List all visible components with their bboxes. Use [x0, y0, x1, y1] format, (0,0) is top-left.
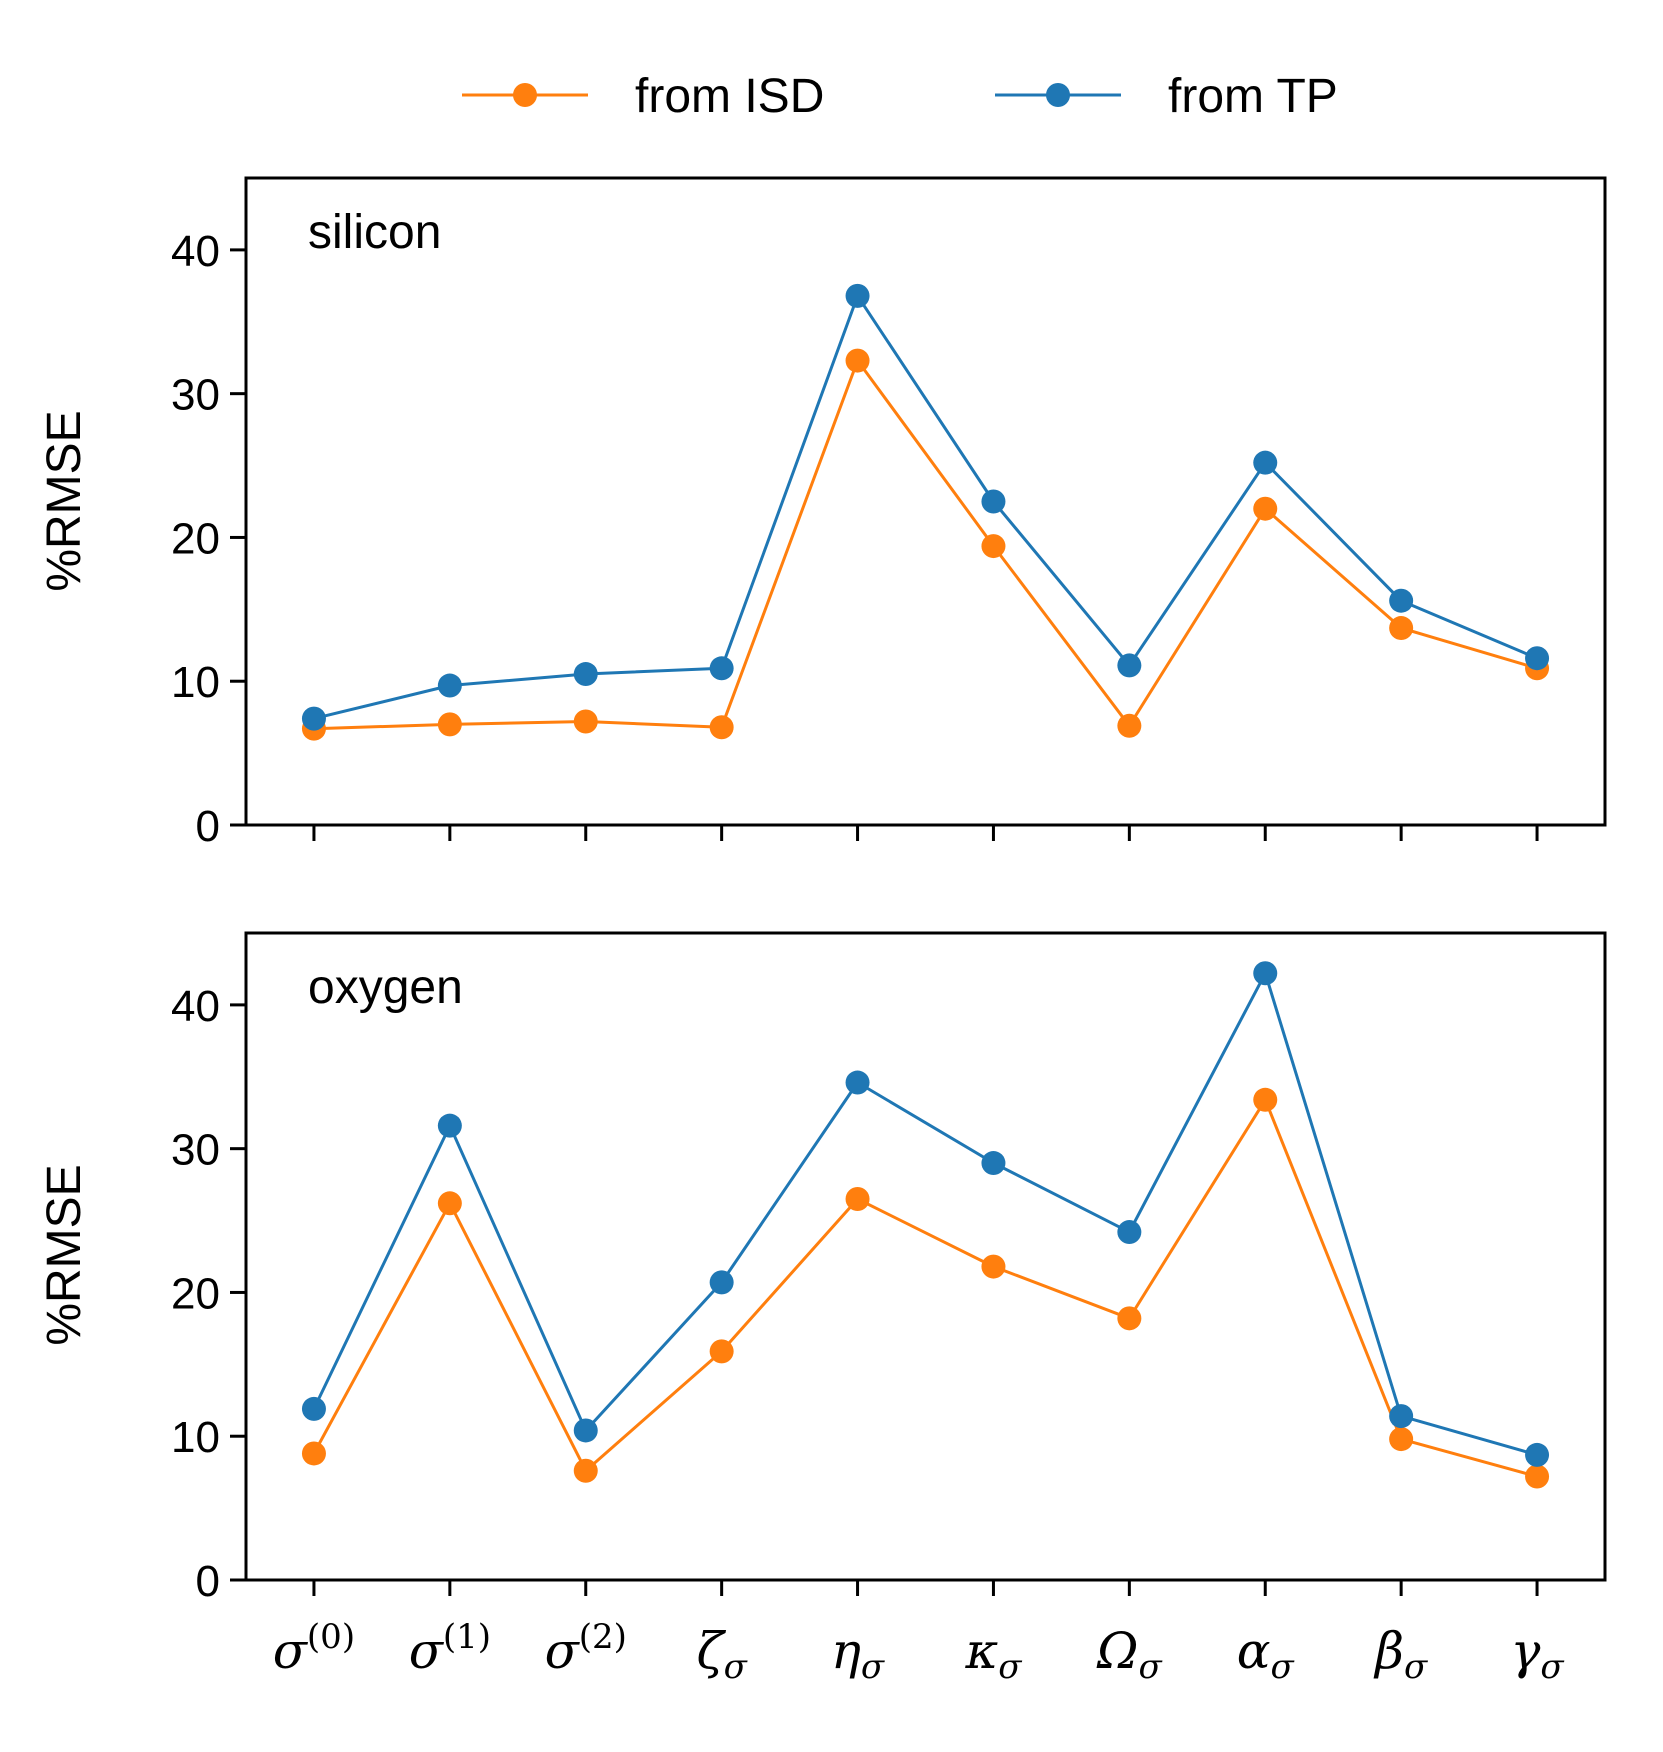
y-tick-label: 40: [171, 982, 220, 1031]
data-point-tp: [1389, 588, 1414, 613]
data-point-tp: [845, 1070, 870, 1095]
legend-marker-isd: [513, 83, 537, 107]
x-tick-label: ησ: [831, 1622, 885, 1687]
data-point-tp: [573, 662, 598, 687]
y-tick-label: 0: [196, 1557, 220, 1606]
x-tick-label: Ωσ: [1096, 1622, 1162, 1687]
data-point-isd: [1389, 616, 1414, 641]
y-tick-label: 30: [171, 1126, 220, 1175]
data-point-tp: [1525, 646, 1550, 671]
y-tick-label: 0: [196, 802, 220, 851]
data-point-tp: [709, 656, 734, 681]
data-point-tp: [301, 1396, 326, 1421]
x-tick-label: γσ: [1510, 1622, 1564, 1687]
data-point-tp: [1117, 1220, 1142, 1245]
plot-frame: [244, 176, 1607, 827]
legend-label-tp: from TP: [1168, 70, 1338, 123]
data-point-tp: [301, 706, 326, 731]
data-point-tp: [709, 1270, 734, 1295]
data-point-tp: [981, 1151, 1006, 1176]
data-point-isd: [1253, 496, 1278, 521]
oxygen-panel: oxygen %RMSE 0 10 20 30 40 σ(0) σ(1) σ(2) ζσ ησ κσ…: [38, 931, 1607, 1687]
y-tick-label: 20: [171, 514, 220, 563]
x-tick-label: ασ: [1237, 1622, 1295, 1687]
data-point-isd: [1117, 713, 1142, 738]
data-point-isd: [981, 1254, 1006, 1279]
data-point-tp: [437, 673, 462, 698]
silicon-panel: silicon %RMSE 0 10 20 30 40: [38, 176, 1607, 851]
y-tick-label: 10: [171, 658, 220, 707]
data-point-tp: [981, 489, 1006, 514]
data-point-isd: [1117, 1306, 1142, 1331]
legend-label-isd: from ISD: [635, 70, 824, 123]
data-point-tp: [1253, 450, 1278, 475]
series-line-isd: [312, 1098, 1538, 1478]
data-point-isd: [1253, 1087, 1278, 1112]
data-point-isd: [573, 709, 598, 734]
legend: from ISD from TP: [462, 70, 1338, 123]
y-tick-label: 30: [171, 371, 220, 420]
series-line-isd: [313, 359, 1538, 731]
y-tick-label: 40: [171, 227, 220, 276]
data-point-isd: [573, 1458, 598, 1483]
data-point-tp: [845, 283, 870, 308]
data-point-tp: [1253, 961, 1278, 986]
data-point-isd: [845, 1186, 870, 1211]
legend-item-tp: from TP: [995, 70, 1338, 123]
data-point-isd: [437, 1191, 462, 1216]
panel-label-oxygen: oxygen: [308, 961, 463, 1014]
data-point-isd: [1389, 1427, 1414, 1452]
data-point-isd: [709, 715, 734, 740]
series-line-tp: [312, 971, 1538, 1457]
panel-label-silicon: silicon: [308, 206, 441, 259]
y-tick-label: 20: [171, 1269, 220, 1318]
data-point-tp: [1389, 1404, 1414, 1429]
data-point-isd: [981, 534, 1006, 559]
x-tick-label: σ(0): [273, 1617, 355, 1680]
legend-marker-tp: [1046, 83, 1070, 107]
data-point-isd: [301, 1441, 326, 1466]
series-line-tp: [313, 294, 1538, 721]
x-tick-label: σ(1): [409, 1617, 491, 1680]
x-tick-label: κσ: [964, 1622, 1022, 1687]
data-point-tp: [1117, 653, 1142, 678]
data-point-isd: [709, 1339, 734, 1364]
data-point-tp: [437, 1113, 462, 1138]
data-point-isd: [437, 712, 462, 737]
legend-item-isd: from ISD: [462, 70, 824, 123]
y-axis-label-silicon: %RMSE: [38, 410, 91, 591]
x-tick-label: σ(2): [545, 1617, 627, 1680]
data-point-tp: [573, 1418, 598, 1443]
data-point-isd: [845, 348, 870, 373]
y-axis-label-oxygen: %RMSE: [38, 1164, 91, 1345]
plot-frame: [244, 931, 1607, 1582]
data-point-isd: [1525, 1464, 1550, 1489]
y-tick-label: 10: [171, 1413, 220, 1462]
x-tick-label: ζσ: [696, 1622, 747, 1687]
x-tick-label: βσ: [1373, 1622, 1428, 1687]
data-point-tp: [1525, 1442, 1550, 1467]
